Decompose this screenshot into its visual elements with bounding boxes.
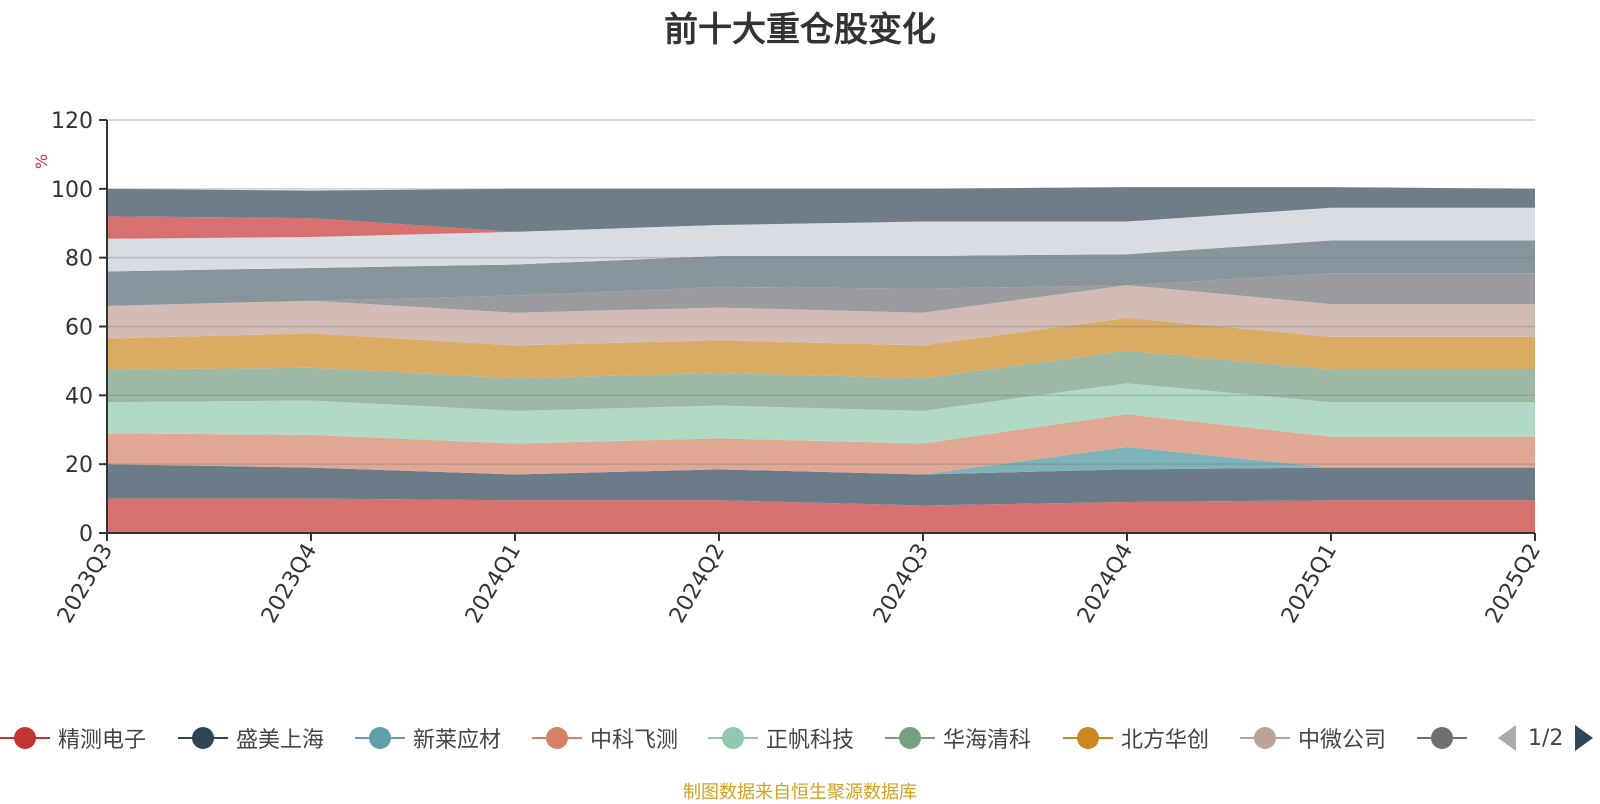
chart-title: 前十大重仓股变化 (664, 10, 936, 50)
legend-page-indicator: 1/2 (1528, 725, 1564, 751)
legend-marker-icon (355, 726, 405, 750)
x-tick-label: 2024Q3 (869, 540, 934, 628)
area-series-12 (107, 187, 1535, 232)
legend-item[interactable]: 北方华创 (1063, 718, 1209, 758)
legend-next-page-icon[interactable] (1575, 725, 1594, 751)
area-series-3 (107, 414, 1535, 475)
legend-label: 精测电子 (58, 728, 147, 753)
legend-marker-icon (1063, 726, 1113, 750)
legend-pager: 1/2 (1498, 718, 1594, 758)
area-series-6 (107, 317, 1535, 379)
legend-marker-icon (1417, 726, 1467, 750)
area-series-0 (107, 498, 1535, 533)
legend-item[interactable]: 华海清科 (885, 718, 1031, 758)
x-tick-label: 2023Q3 (53, 540, 118, 628)
area-layers (107, 187, 1535, 533)
legend-marker-icon (885, 726, 935, 750)
area-series-11 (107, 207, 1535, 239)
legend-marker-icon (0, 726, 50, 750)
legend-label: 正帆科技 (766, 728, 855, 753)
legend-label: 新莱应材 (413, 728, 502, 753)
area-series-1 (107, 464, 1535, 506)
legend-item[interactable] (1417, 718, 1475, 758)
legend-label: 中微公司 (1298, 728, 1387, 753)
x-tick-label: 2025Q1 (1277, 540, 1342, 628)
legend-marker-icon (1240, 726, 1290, 750)
grid-lines (107, 119, 1535, 465)
area-series-4 (107, 383, 1535, 444)
y-tick-label: 120 (51, 109, 93, 134)
data-source-note: 制图数据来自恒生聚源数据库 (683, 782, 917, 803)
legend-marker-icon (532, 726, 582, 750)
legend-item[interactable]: 盛美上海 (178, 718, 324, 758)
x-tick-label: 2025Q2 (1481, 540, 1546, 628)
x-tick-label: 2024Q1 (461, 540, 526, 628)
legend-item[interactable]: 新莱应材 (355, 718, 501, 758)
legend-item[interactable]: 正帆科技 (708, 718, 854, 758)
area-series-9 (107, 240, 1535, 306)
legend-marker-icon (708, 726, 758, 750)
legend-label: 北方华创 (1121, 728, 1210, 753)
y-tick-label: 60 (65, 316, 93, 341)
y-tick-label: 0 (79, 522, 93, 547)
y-tick-label: 80 (65, 247, 93, 272)
legend-prev-page-icon[interactable] (1498, 725, 1516, 751)
legend-marker-icon (178, 726, 228, 750)
area-series-10 (107, 207, 1535, 272)
y-tick-label: 40 (65, 384, 93, 409)
area-series-5 (107, 350, 1535, 411)
legend-label: 盛美上海 (236, 728, 325, 753)
legend-item[interactable]: 中科飞测 (532, 718, 678, 758)
area-series-8 (107, 273, 1535, 313)
x-tick-label: 2023Q4 (257, 540, 322, 628)
chart-legend: 精测电子 盛美上海 新莱应材 中科飞测 正帆科技 华海清科 北方华创 中微公司 (0, 718, 1500, 758)
y-tick-label: 100 (51, 178, 93, 203)
x-tick-label: 2024Q4 (1073, 540, 1138, 628)
y-tick-label: 20 (65, 453, 93, 478)
stacked-area-chart: 0 20 40 60 80 100 120 2023Q3 2023Q4 2024Q1 2024Q2 2… (51, 109, 1546, 628)
legend-item[interactable]: 精测电子 (0, 718, 146, 758)
x-tick-label: 2024Q2 (665, 540, 730, 628)
area-series-7 (107, 285, 1535, 346)
area-series-2 (107, 446, 1535, 475)
legend-label: 中科飞测 (590, 728, 679, 753)
legend-label: 华海清科 (943, 728, 1032, 753)
legend-item[interactable]: 中微公司 (1240, 718, 1386, 758)
